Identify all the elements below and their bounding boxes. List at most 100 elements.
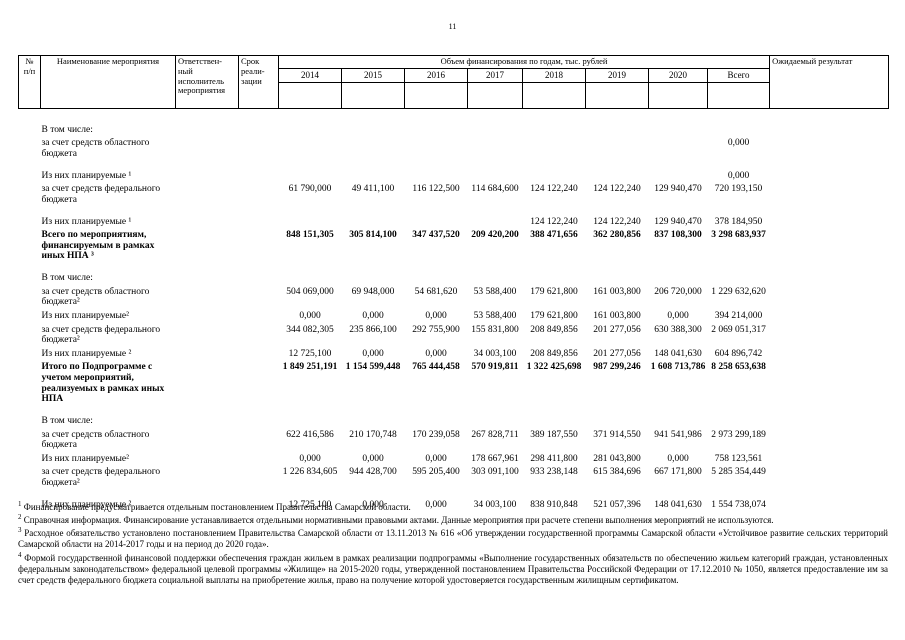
cell-num: [19, 324, 41, 348]
cell-value-2014: [279, 108, 342, 137]
cell-label: В том числе:: [41, 415, 93, 426]
footnote-marker: 1: [18, 500, 22, 508]
cell-value-2014: 344 082,305: [286, 324, 334, 335]
cell-term: [239, 286, 279, 310]
cell-value-2015: 1 154 599,448: [345, 362, 401, 373]
cell-value-2017: 34 003,100: [473, 499, 517, 510]
cell-term: [239, 324, 279, 348]
cell-value-2014: 0,000: [299, 453, 321, 464]
table-row: за счет средств федерального бюджета 61 7…: [19, 183, 889, 207]
cell-value-total: 720 193,150: [714, 184, 763, 195]
cell-num: [19, 453, 41, 467]
cell-value-total: [708, 108, 770, 137]
cell-label: Всего по мероприятиям, финансируемым в р…: [41, 230, 155, 262]
cell-value-2017: 303 091,100: [471, 467, 519, 478]
page-number: 11: [448, 22, 457, 31]
header-year-2018: 2018: [522, 67, 586, 83]
table-row: за счет средств областного бюджета² 504 0…: [19, 286, 889, 310]
cell-value-2014: [279, 162, 342, 184]
header-spacer-row: [19, 81, 889, 109]
header-year-2015: 2015: [341, 67, 405, 83]
cell-executor: [176, 348, 239, 362]
cell-term: [239, 361, 279, 407]
cell-value-total: 2 973 299,189: [711, 429, 766, 440]
cell-value-total: 5 285 354,449: [711, 467, 766, 478]
cell-value-2015: 69 948,000: [351, 286, 395, 297]
cell-value-2019: 201 277,056: [593, 348, 641, 359]
cell-value-2016: [405, 108, 468, 137]
header-total-column: Всего: [706, 67, 771, 83]
header-year-2014: 2014: [278, 67, 342, 83]
cell-term: [239, 162, 279, 184]
cell-result: [770, 453, 889, 467]
header-spacer-cell: [585, 81, 649, 109]
cell-value-2020: 148 041,630: [654, 499, 702, 510]
cell-executor: [176, 264, 239, 286]
cell-value-2017: 267 828,711: [471, 429, 519, 440]
cell-term: [239, 264, 279, 286]
cell-value-2016: [405, 137, 468, 161]
cell-num: [19, 348, 41, 362]
header-name-column: Наименование мероприятия: [40, 55, 176, 109]
cell-executor: [176, 466, 239, 490]
cell-result: [770, 208, 889, 230]
cell-label: Из них планируемые ¹: [41, 216, 132, 227]
cell-value-2020: 0,000: [667, 310, 689, 321]
financing-table: № п/п Наименование мероприятия Ответстве…: [18, 55, 890, 513]
cell-value-2017: 209 420,200: [471, 230, 519, 241]
table-row: Из них планируемые² 0,000 0,000 0,000 53 588…: [19, 310, 889, 324]
cell-value-2015: 305 814,100: [349, 230, 397, 241]
cell-value-2017: [468, 108, 523, 137]
table-row: за счет средств областного бюджета 622 41…: [19, 429, 889, 453]
cell-value-total: 378 184,950: [714, 216, 763, 227]
cell-value-2018: 838 910,848: [530, 499, 578, 510]
cell-value-2020: 667 171,800: [654, 467, 702, 478]
cell-result: [770, 310, 889, 324]
cell-value-total: [708, 264, 770, 286]
cell-result: [770, 407, 889, 429]
cell-value-2018: [523, 264, 586, 286]
cell-value-2018: 389 187,550: [530, 429, 578, 440]
cell-value-2018: 124 122,240: [530, 184, 578, 195]
cell-value-2019: [586, 407, 649, 429]
cell-value-2016: 0,000: [425, 310, 447, 321]
cell-value-total: 3 298 683,937: [711, 230, 766, 241]
cell-value-2016: 0,000: [425, 348, 447, 359]
footnote: 3 Расходное обязательство установлено по…: [18, 526, 888, 550]
cell-label: за счет средств областного бюджета: [41, 429, 150, 451]
cell-label: за счет средств областного бюджета²: [41, 286, 150, 308]
cell-term: [239, 407, 279, 429]
cell-term: [239, 208, 279, 230]
cell-num: [19, 264, 41, 286]
cell-value-2017: [468, 208, 523, 230]
cell-value-2019: [586, 137, 649, 161]
cell-value-2020: [649, 162, 708, 184]
cell-executor: [176, 208, 239, 230]
cell-label: В том числе:: [41, 124, 93, 135]
cell-executor: [176, 137, 239, 161]
cell-executor: [176, 453, 239, 467]
cell-value-2017: [468, 264, 523, 286]
footnote-marker: 3: [18, 526, 22, 535]
table-row: Из них планируемые ² 12 725,100 0,000 0,000…: [19, 491, 889, 513]
table-row: Всего по мероприятиям, финансируемым в р…: [19, 229, 889, 264]
cell-value-2016: 116 122,500: [412, 184, 460, 195]
cell-result: [770, 137, 889, 161]
cell-value-2015: 0,000: [362, 499, 384, 510]
cell-value-2016: 292 755,900: [412, 324, 460, 335]
cell-label: Из них планируемые ²: [41, 348, 132, 359]
cell-label: Итого по Подпрограмме с учетом мероприят…: [41, 362, 165, 405]
cell-result: [770, 162, 889, 184]
cell-result: [770, 348, 889, 362]
header-year-2017: 2017: [467, 67, 523, 83]
cell-num: [19, 407, 41, 429]
cell-num: [19, 183, 41, 207]
cell-value-2015: [342, 162, 405, 184]
cell-executor: [176, 324, 239, 348]
cell-value-2020: 941 541,986: [654, 429, 702, 440]
cell-value-total: 2 069 051,317: [711, 324, 766, 335]
cell-value-2020: 129 940,470: [654, 184, 702, 195]
cell-value-2015: 0,000: [362, 310, 384, 321]
cell-value-2017: 114 684,600: [471, 184, 519, 195]
